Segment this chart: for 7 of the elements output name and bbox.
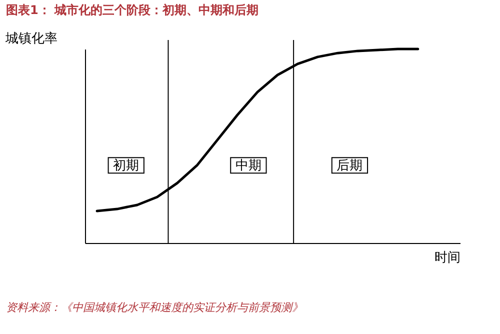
x-axis-title: 时间 bbox=[434, 250, 460, 266]
chart-title: 图表1： 城市化的三个阶段：初期、中期和后期 bbox=[6, 2, 259, 19]
annotation: 后期 bbox=[336, 158, 363, 174]
annotation: 初期 bbox=[113, 158, 140, 174]
text: 资料来源：《中国城镇化水平和速度的实证分析与前景预测》 bbox=[6, 300, 303, 315]
y-axis-title: 城镇化率 bbox=[4, 30, 58, 46]
annotation: 中期 bbox=[235, 158, 262, 174]
